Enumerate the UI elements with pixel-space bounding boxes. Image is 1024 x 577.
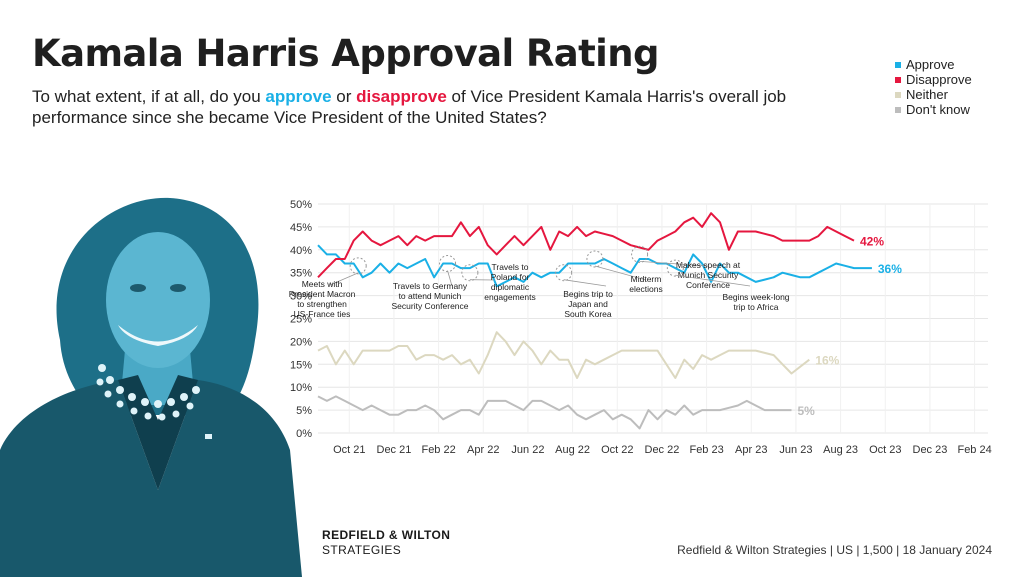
subtitle-text-1: To what extent, if at all, do you <box>32 87 266 106</box>
legend-label: Approve <box>906 57 955 72</box>
x-tick-label: Apr 23 <box>735 444 767 456</box>
subtitle: To what extent, if at all, do you approv… <box>32 86 792 128</box>
y-tick-label: 35% <box>290 268 312 280</box>
annotation-leader <box>329 272 359 286</box>
legend-item-neither: Neither <box>895 87 972 102</box>
annotation-label: Begins week-long trip to Africa <box>722 292 789 312</box>
x-tick-label: Oct 23 <box>869 444 901 456</box>
source-note: Redfield & Wilton Strategies | US | 1,50… <box>677 543 992 557</box>
x-tick-label: Feb 22 <box>421 444 455 456</box>
x-tick-label: Feb 23 <box>689 444 723 456</box>
legend-swatch <box>895 106 901 113</box>
legend-item-dont-know: Don't know <box>895 102 972 117</box>
series-end-label: 5% <box>797 404 815 418</box>
series-end-label: 36% <box>878 262 902 276</box>
y-tick-label: 0% <box>296 428 312 440</box>
annotation-marker <box>631 245 649 263</box>
annotation-marker <box>555 264 573 282</box>
x-tick-label: Apr 22 <box>467 444 499 456</box>
x-tick-label: Dec 22 <box>645 444 680 456</box>
annotation-marker <box>666 259 684 277</box>
annotation-label: Travels to Poland for diplomatic engagement… <box>484 262 536 302</box>
x-tick-label: Jun 23 <box>779 444 812 456</box>
x-tick-label: Dec 21 <box>377 444 412 456</box>
brand-logo: REDFIELD & WILTON STRATEGIES <box>322 528 450 558</box>
subtitle-approve: approve <box>265 87 332 106</box>
y-tick-label: 50% <box>290 199 312 211</box>
annotation-leader <box>447 270 453 287</box>
annotation-marker <box>586 250 604 268</box>
annotation-label: Begins trip to Japan and South Korea <box>563 289 613 319</box>
series-line-approve <box>317 244 872 288</box>
legend-label: Neither <box>906 87 948 102</box>
annotation-leader <box>675 274 751 287</box>
y-tick-label: 20% <box>290 336 312 348</box>
annotation-leader <box>594 265 647 281</box>
annotation-label: Travels to Germany to attend Munich Securi… <box>391 281 468 311</box>
x-tick-label: Aug 22 <box>555 444 590 456</box>
annotation-marker <box>349 257 367 275</box>
y-tick-label: 15% <box>290 359 312 371</box>
legend-item-disapprove: Disapprove <box>895 72 972 87</box>
y-tick-label: 5% <box>296 405 312 417</box>
legend-swatch <box>895 91 901 98</box>
subtitle-text-3: of Vice President Kamala Harris's overal… <box>32 87 787 127</box>
series-end-label: 16% <box>815 354 839 368</box>
legend-swatch <box>895 76 901 83</box>
x-tick-label: Aug 23 <box>823 444 858 456</box>
series-end-label: 42% <box>860 235 884 249</box>
brand-sub: STRATEGIES <box>322 543 402 557</box>
x-tick-label: Jun 22 <box>511 444 544 456</box>
legend: Approve Disapprove Neither Don't know <box>895 57 972 117</box>
x-tick-label: Dec 23 <box>913 444 948 456</box>
annotation-label: Makes speech at Munich Security Conference <box>676 260 741 290</box>
portrait-face <box>106 232 210 368</box>
y-tick-label: 45% <box>290 222 312 234</box>
annotation-leader <box>563 279 607 287</box>
annotation-leader <box>639 260 709 267</box>
y-tick-label: 10% <box>290 382 312 394</box>
brand-name: REDFIELD & WILTON <box>322 528 451 542</box>
annotation-label: Midterm elections <box>629 274 663 294</box>
series-line-neither <box>317 331 810 379</box>
x-tick-label: Oct 21 <box>333 444 365 456</box>
portrait-photo <box>0 197 302 577</box>
x-tick-label: Oct 22 <box>601 444 633 456</box>
page-title: Kamala Harris Approval Rating <box>32 32 659 75</box>
portrait-pearls <box>96 364 200 421</box>
legend-item-approve: Approve <box>895 57 972 72</box>
y-tick-label: 30% <box>290 291 312 303</box>
subtitle-disapprove: disapprove <box>356 87 447 106</box>
flag-pin-icon <box>205 434 212 439</box>
series-line-disapprove <box>317 212 855 278</box>
subtitle-text-2: or <box>331 87 357 106</box>
y-tick-label: 25% <box>290 314 312 326</box>
x-tick-label: Feb 24 <box>957 444 991 456</box>
annotation-marker <box>461 264 479 282</box>
legend-swatch <box>895 61 901 68</box>
approval-line-chart: 0% 5% 10% 15% 20% 25% 30% 35% 40% 45% 50% Oct 21 Dec… <box>289 199 992 456</box>
y-tick-label: 40% <box>290 245 312 257</box>
series-line-don-t-know <box>317 395 792 430</box>
legend-label: Don't know <box>906 102 970 117</box>
annotation-label: Meets with President Macron to strengthen U… <box>289 279 356 319</box>
legend-label: Disapprove <box>906 72 972 87</box>
portrait-blazer <box>0 380 302 577</box>
